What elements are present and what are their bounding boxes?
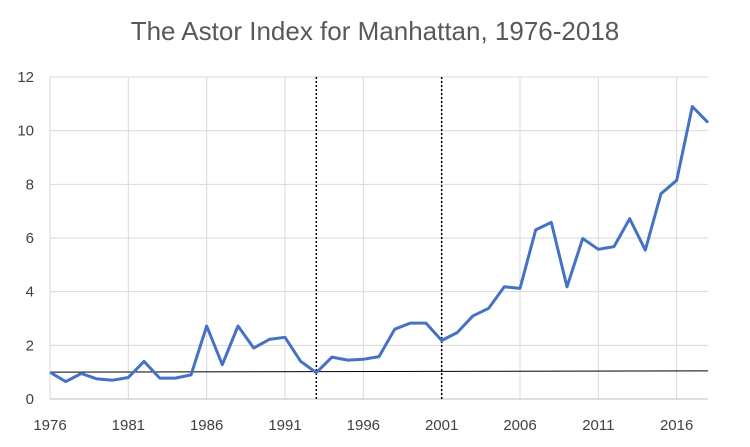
x-tick-label: 1976	[33, 417, 66, 434]
y-tick-label: 4	[26, 284, 34, 301]
y-tick-label: 12	[17, 69, 34, 86]
series-line	[49, 105, 710, 384]
y-tick-label: 6	[26, 230, 34, 247]
x-tick-label: 2006	[503, 417, 536, 434]
chart-title: The Astor Index for Manhattan, 1976-2018	[130, 16, 620, 46]
x-tick-label: 2011	[582, 417, 614, 434]
x-tick-label: 2016	[660, 417, 693, 434]
x-tick-label: 2001	[425, 417, 458, 434]
x-tick-label: 1996	[347, 417, 380, 434]
x-tick-label: 1991	[268, 417, 301, 434]
y-tick-label: 10	[17, 123, 34, 140]
x-tick-label: 1981	[112, 417, 145, 434]
y-tick-label: 2	[26, 337, 34, 354]
y-tick-label: 0	[26, 391, 34, 408]
x-tick-label: 1986	[190, 417, 223, 434]
reference-line	[49, 370, 709, 373]
y-tick-label: 8	[26, 176, 34, 193]
